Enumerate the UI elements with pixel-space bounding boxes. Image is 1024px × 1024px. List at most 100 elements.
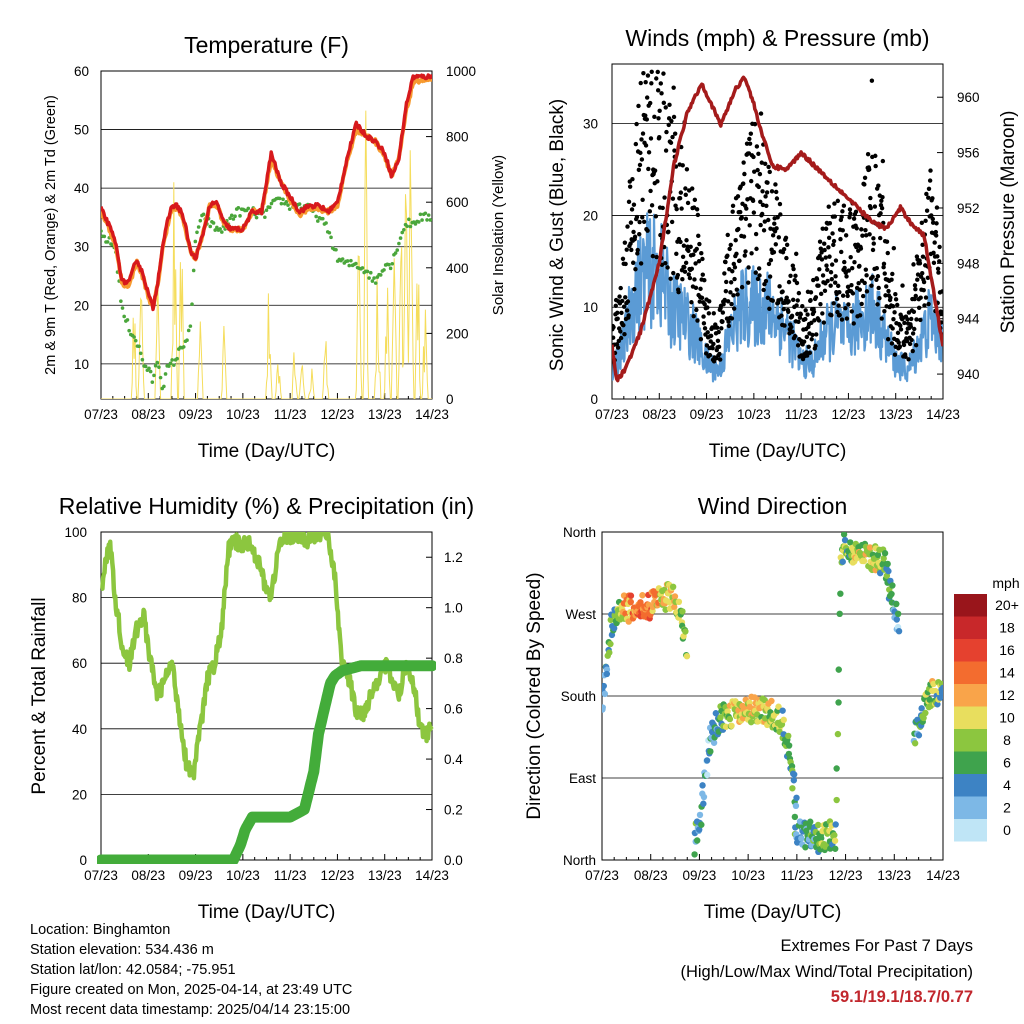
gust-point	[626, 199, 632, 205]
dewpoint-point	[220, 230, 224, 234]
gust-point	[796, 319, 801, 325]
x-tick-label-1: 13/23	[879, 407, 913, 422]
gust-point	[613, 303, 618, 309]
gust-point	[810, 332, 815, 338]
gust-point	[788, 273, 793, 279]
gust-point	[927, 178, 933, 183]
gust-point	[684, 167, 690, 172]
direction-point	[699, 782, 706, 789]
x-tick-label-2: 14/23	[415, 868, 449, 883]
gust-point	[711, 359, 717, 364]
gust-point	[931, 260, 937, 266]
gust-point	[744, 206, 749, 211]
gust-point	[661, 71, 666, 76]
gust-point	[890, 271, 895, 277]
dewpoint-point	[167, 364, 171, 368]
direction-point	[802, 844, 809, 851]
gust-point	[868, 205, 873, 211]
gust-point	[840, 228, 845, 233]
gust-point	[622, 240, 628, 245]
direction-point	[817, 835, 825, 842]
gust-point	[862, 175, 868, 180]
dewpoint-point	[218, 227, 222, 231]
gust-point	[623, 261, 628, 267]
direction-point	[679, 608, 686, 615]
gust-point	[689, 300, 694, 305]
y-tick-label: 0	[590, 392, 598, 407]
dewpoint-point	[211, 221, 216, 225]
gust-point	[700, 256, 705, 262]
gust-point	[659, 91, 664, 96]
direction-point	[724, 708, 731, 715]
y-tick-label: 40	[72, 722, 87, 737]
gust-point	[648, 100, 653, 106]
y-right-tick-label: 200	[446, 326, 469, 341]
gust-point	[724, 279, 729, 285]
gust-point	[886, 288, 891, 294]
gust-point	[786, 279, 792, 285]
gust-point	[859, 301, 864, 307]
gust-point	[907, 341, 913, 347]
gust-point	[731, 306, 737, 311]
gust-point	[701, 314, 706, 319]
x-tick-label-1: 10/23	[737, 407, 771, 422]
x-tick-label-0: 08/23	[131, 407, 165, 422]
gust-point	[780, 289, 785, 294]
direction-point	[669, 583, 677, 591]
gust-point	[783, 235, 789, 240]
gust-point	[621, 304, 627, 309]
gust-point	[763, 194, 768, 199]
chart-title-2: Relative Humidity (%) & Precipitation (i…	[59, 493, 474, 519]
dewpoint-point	[287, 207, 292, 211]
gust-point	[657, 108, 662, 114]
colorbar-label: 16	[999, 642, 1015, 658]
x-axis-label-3: Time (Day/UTC)	[704, 902, 842, 923]
gust-point	[645, 73, 651, 78]
gust-point	[811, 309, 817, 314]
gust-point	[813, 343, 818, 349]
x-tick-label-2: 08/23	[131, 868, 165, 883]
gust-point	[746, 265, 751, 270]
gust-point	[612, 324, 616, 330]
gust-point	[843, 305, 848, 311]
gust-point	[778, 212, 783, 217]
direction-point	[790, 771, 798, 778]
gust-point	[879, 205, 885, 211]
gust-point	[680, 277, 685, 282]
direction-point	[895, 627, 903, 635]
gust-point	[730, 269, 735, 274]
gust-point	[732, 276, 737, 282]
recent-timestamp: Most recent data timestamp: 2025/04/14 2…	[30, 1002, 351, 1018]
gust-point	[752, 169, 757, 174]
gust-point	[784, 255, 789, 261]
gust-point	[824, 263, 829, 268]
gust-point	[940, 310, 943, 316]
gust-point	[806, 344, 811, 350]
gust-point	[923, 295, 929, 300]
gust-point	[715, 338, 721, 344]
gust-point	[760, 202, 766, 208]
gust-point	[756, 266, 762, 271]
gust-point	[849, 309, 855, 314]
gust-point	[739, 284, 745, 290]
gust-point	[667, 102, 672, 108]
gust-point	[940, 289, 943, 294]
gust-point	[664, 129, 669, 135]
y-right-tick-label: 600	[446, 195, 469, 210]
dewpoint-point	[373, 281, 378, 285]
gust-point	[707, 352, 713, 358]
gust-point	[703, 351, 709, 356]
gust-point	[919, 271, 925, 276]
gust-point	[624, 247, 629, 252]
direction-point	[691, 851, 698, 858]
gust-point	[656, 64, 658, 65]
gust-point	[889, 277, 894, 282]
gust-point	[909, 316, 914, 322]
gust-point	[782, 323, 787, 328]
gust-point	[725, 253, 730, 258]
direction-point	[785, 750, 793, 758]
gust-point	[784, 242, 790, 247]
gust-point	[711, 341, 716, 347]
dewpoint-point	[418, 212, 423, 217]
direction-point	[831, 837, 839, 844]
